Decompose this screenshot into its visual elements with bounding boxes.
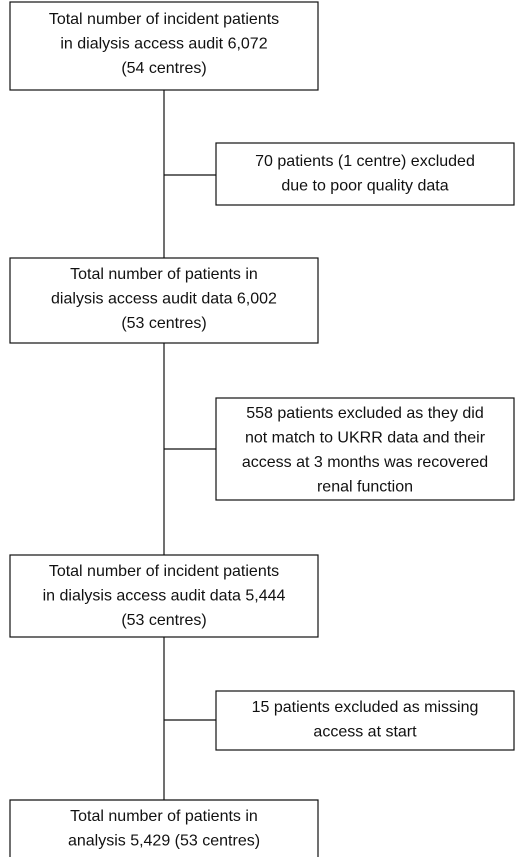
box-text: Total number of patients in <box>70 266 258 283</box>
box-text: Total number of incident patients <box>49 11 279 28</box>
box-text: in dialysis access audit data 5,444 <box>43 588 286 605</box>
main-box <box>9 257 319 344</box>
exclusion-box <box>215 142 515 206</box>
box-text: in dialysis access audit 6,072 <box>60 36 267 53</box>
box-text: 15 patients excluded as missing <box>252 699 479 716</box>
main-box <box>9 554 319 638</box>
box-text: 70 patients (1 centre) excluded <box>255 153 475 170</box>
box-text: (54 centres) <box>121 60 206 77</box>
box-text: analysis 5,429 (53 centres) <box>68 833 260 850</box>
box-text: Total number of incident patients <box>49 563 279 580</box>
box-text: (53 centres) <box>121 315 206 332</box>
exclusion-box <box>215 397 515 501</box>
box-text: Total number of patients in <box>70 808 258 825</box>
box-text: access at 3 months was recovered <box>242 454 488 471</box>
box-text: 558 patients excluded as they did <box>246 405 484 422</box>
box-text: not match to UKRR data and their <box>245 430 486 447</box>
box-text: (53 centres) <box>121 612 206 629</box>
exclusion-box <box>215 690 515 751</box>
main-box <box>9 799 319 857</box>
box-text: due to poor quality data <box>281 178 448 195</box>
box-text: dialysis access audit data 6,002 <box>51 291 277 308</box>
box-text: access at start <box>313 724 417 741</box>
box-text: renal function <box>317 479 413 496</box>
connectors <box>163 90 216 800</box>
main-box <box>9 1 319 91</box>
